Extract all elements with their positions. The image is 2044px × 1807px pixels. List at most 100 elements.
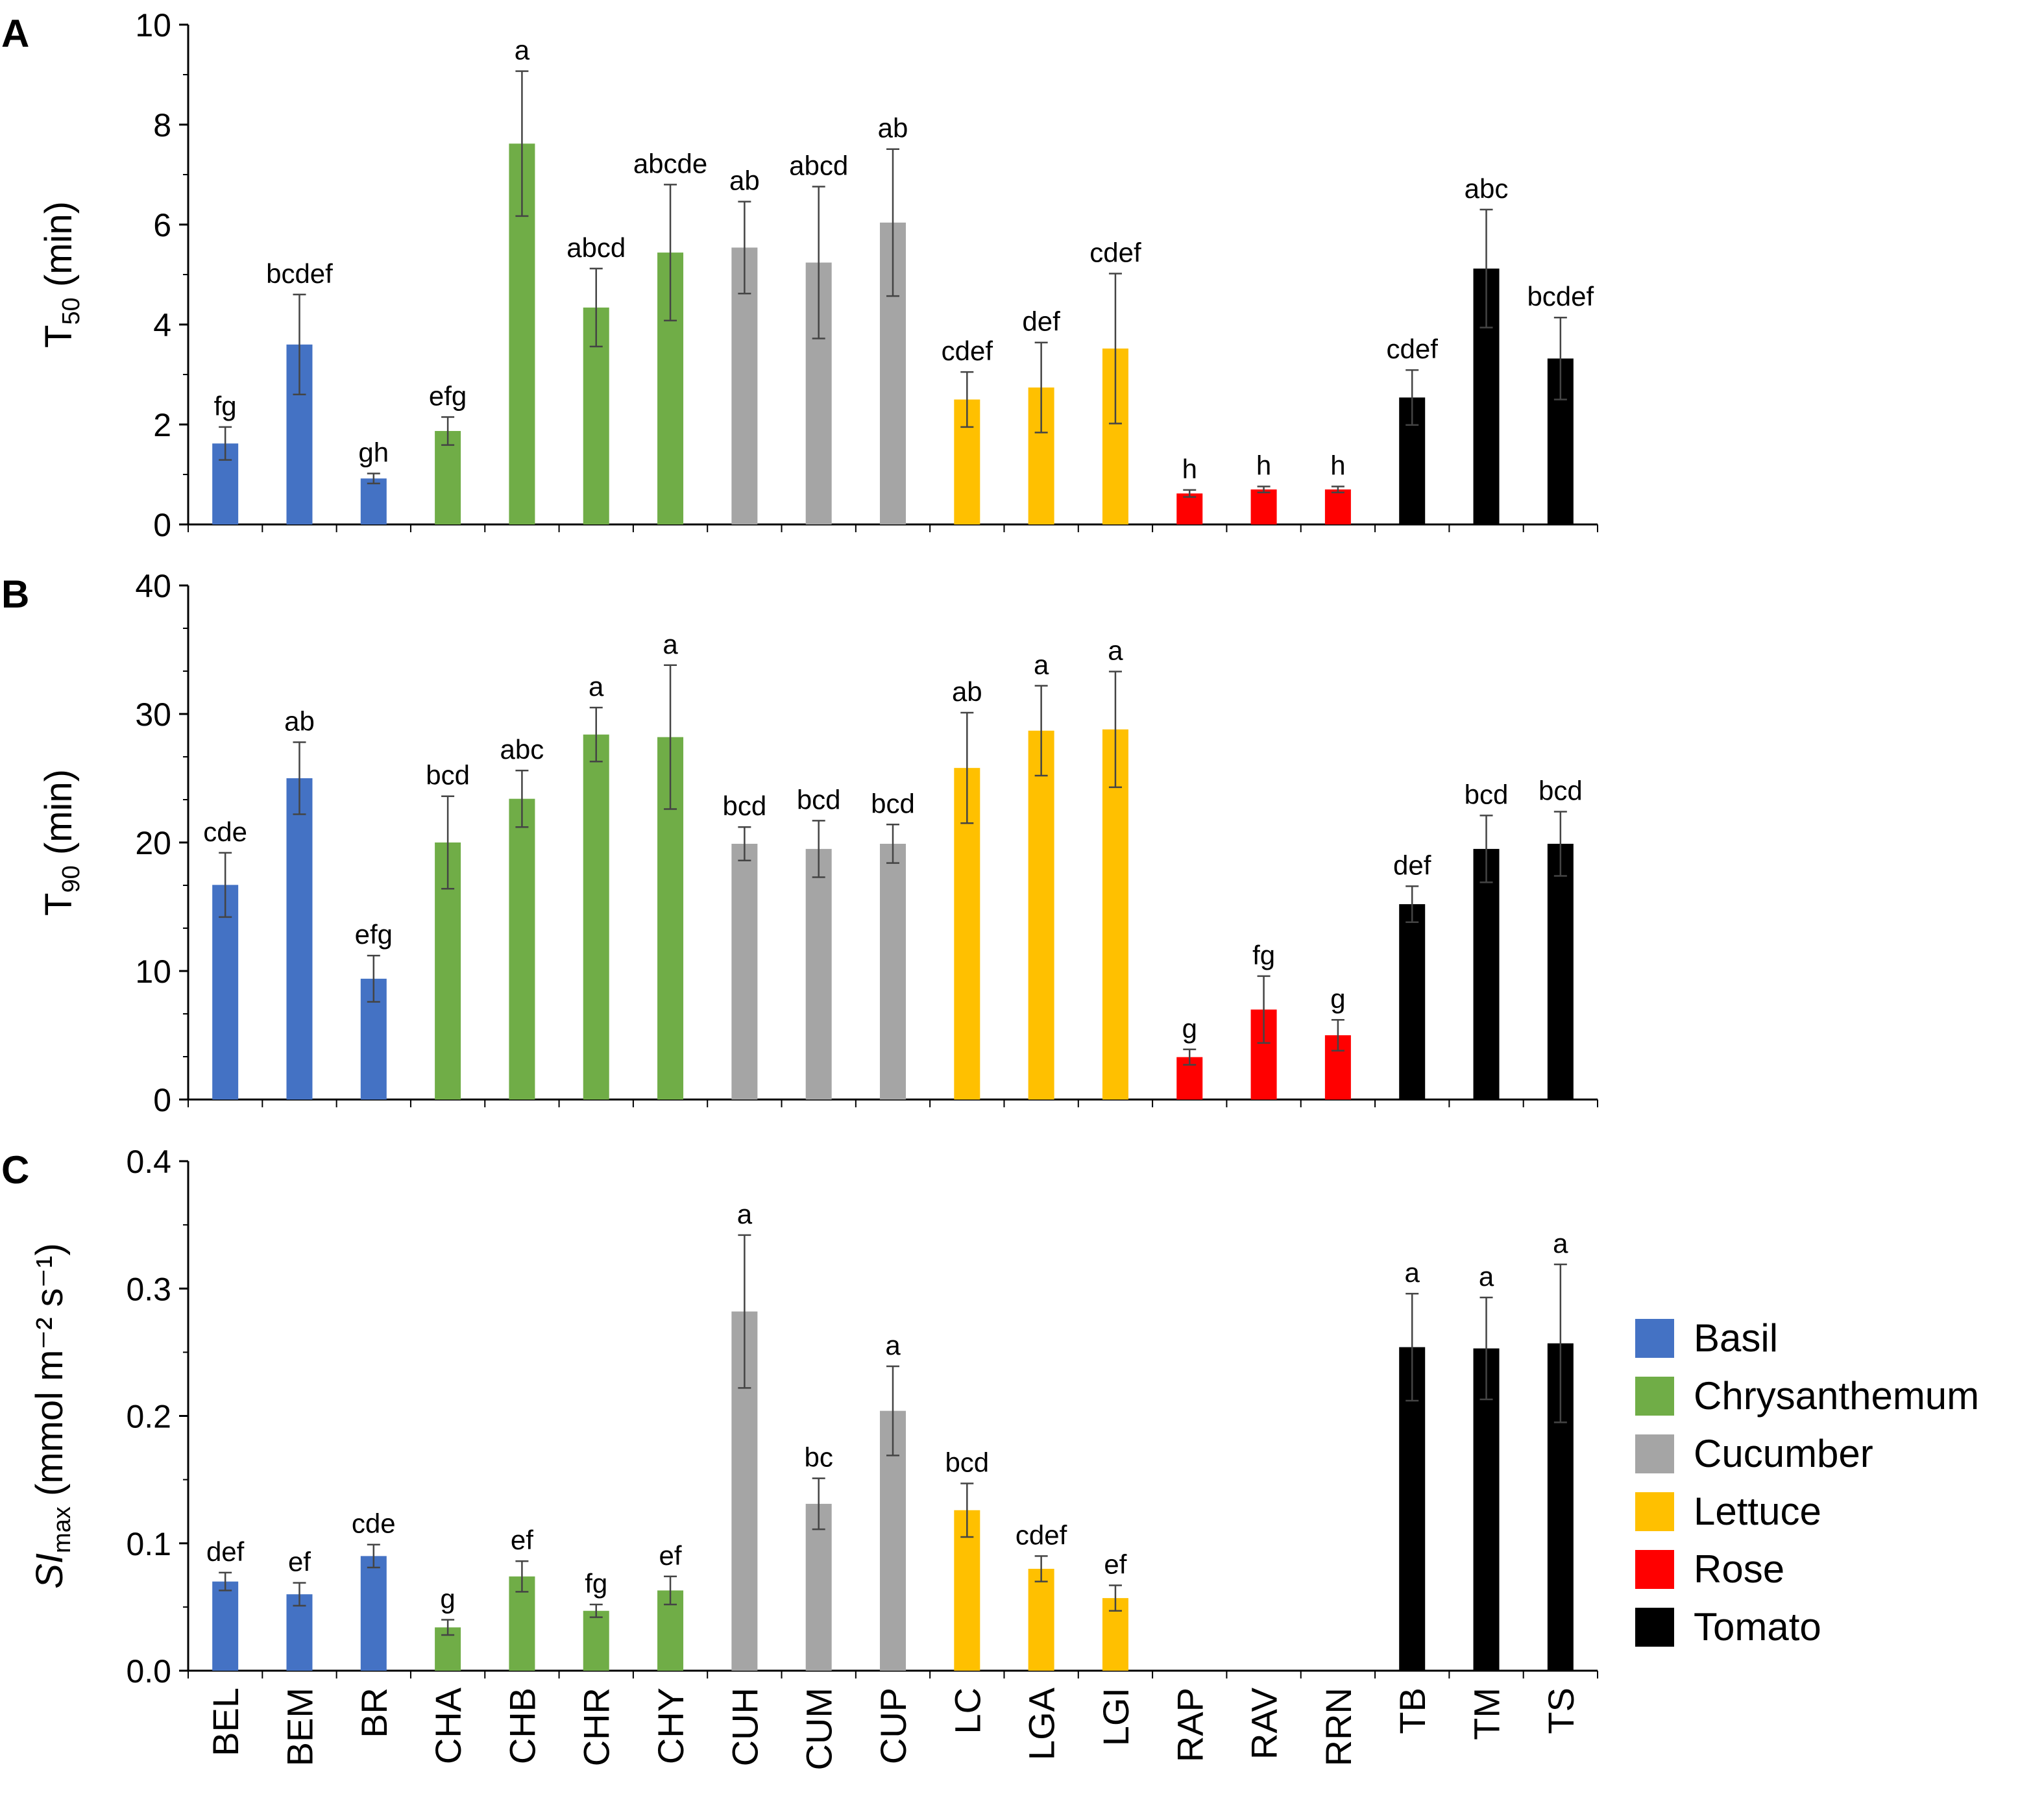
bar-cum: [805, 1503, 832, 1671]
significance-label: cdef: [1089, 237, 1141, 267]
category-label: LGI: [1095, 1688, 1136, 1746]
legend-swatch: [1635, 1550, 1674, 1589]
y-tick-label: 6: [153, 207, 171, 243]
significance-label: ef: [511, 1525, 533, 1555]
significance-label: bcdef: [1527, 281, 1594, 312]
y-axis-label-unit: (min): [38, 769, 80, 865]
y-axis-label-main: T: [38, 893, 80, 916]
y-axis-label: SImax (mmol m⁻² s⁻¹): [29, 1243, 76, 1589]
category-label: BEL: [205, 1688, 246, 1756]
bar-br: [360, 1556, 387, 1671]
significance-label: a: [1108, 635, 1123, 666]
category-axis: BEL BEM BR CHA CHB CHR CHY CUH CUM CUP LC LGA LGI RAP…: [205, 1687, 1581, 1770]
bar-br: [360, 478, 387, 524]
y-axis-label-subscript: max: [49, 1506, 76, 1553]
significance-label: fg: [1252, 940, 1275, 970]
legend-swatch: [1635, 1377, 1674, 1416]
bar-cum: [805, 848, 832, 1100]
y-tick-label: 4: [153, 307, 171, 343]
significance-label: def: [206, 1536, 245, 1567]
significance-label: efg: [355, 919, 393, 950]
legend-swatch: [1635, 1492, 1674, 1531]
category-label: RRN: [1318, 1688, 1359, 1766]
significance-label: a: [737, 1199, 753, 1229]
category-label: TM: [1466, 1688, 1507, 1740]
significance-label: a: [1034, 649, 1049, 680]
category-label: TS: [1540, 1688, 1581, 1734]
legend-label: Chrysanthemum: [1694, 1374, 1979, 1418]
panel-letter: A: [1, 12, 29, 55]
legend-swatch: [1635, 1434, 1674, 1473]
category-label: CHB: [502, 1688, 542, 1764]
significance-label: gh: [358, 437, 389, 467]
significance-label: bcdef: [266, 258, 333, 289]
significance-label: bcd: [723, 791, 767, 821]
significance-label: a: [1479, 1261, 1494, 1292]
significance-label: g: [1182, 1013, 1197, 1044]
category-label: LGA: [1021, 1687, 1062, 1760]
category-label: CUP: [873, 1688, 914, 1764]
category-label: CHY: [650, 1688, 691, 1764]
significance-label: cdef: [1387, 334, 1439, 364]
y-tick-label: 0.2: [126, 1399, 171, 1435]
bar-rap: [1176, 493, 1203, 524]
y-tick-label: 0.3: [126, 1271, 171, 1307]
significance-label: bcd: [1539, 775, 1583, 805]
significance-label: a: [1553, 1228, 1568, 1259]
bar-rav: [1250, 489, 1277, 524]
y-axis-label-subscript: 90: [58, 865, 85, 892]
y-tick-label: 0: [153, 1082, 171, 1118]
y-tick-label: 0.1: [126, 1526, 171, 1562]
significance-label: abcd: [789, 150, 848, 180]
bar-lga: [1028, 730, 1054, 1100]
significance-label: ef: [288, 1547, 311, 1577]
category-label: TB: [1392, 1688, 1433, 1734]
y-tick-label: 10: [135, 7, 171, 43]
significance-label: bcd: [1465, 779, 1509, 809]
bar-ts: [1547, 843, 1574, 1100]
significance-label: h: [1182, 454, 1197, 484]
panel-c: C 0.0 0.1 0.2 0.3 0.4 SImax (mmol m⁻² s⁻¹) def e…: [1, 1144, 1598, 1690]
significance-label: ab: [952, 676, 982, 707]
significance-label: bcd: [871, 788, 915, 818]
bar-chr: [583, 734, 609, 1100]
significance-label: cdef: [1016, 1519, 1067, 1550]
significance-label: g: [1330, 983, 1345, 1014]
y-axis-label: T90 (min): [38, 769, 85, 916]
legend-swatch: [1635, 1608, 1674, 1647]
significance-label: ef: [1104, 1549, 1126, 1580]
y-tick-label: 40: [135, 568, 171, 604]
legend-swatch: [1635, 1319, 1674, 1358]
bar-tm: [1473, 1348, 1500, 1671]
significance-label: efg: [429, 380, 467, 411]
significance-label: cde: [352, 1508, 396, 1539]
bar-cha: [435, 431, 461, 524]
y-tick-label: 30: [135, 696, 171, 733]
category-label: RAV: [1244, 1687, 1285, 1760]
y-axis-label-main: SI: [29, 1553, 71, 1589]
significance-label: abc: [500, 734, 544, 765]
bar-lgi: [1102, 729, 1128, 1100]
bar-tm: [1473, 848, 1500, 1100]
y-tick-label: 2: [153, 407, 171, 443]
significance-label: a: [663, 629, 678, 659]
category-label: LC: [947, 1688, 988, 1734]
legend-label: Tomato: [1694, 1605, 1821, 1649]
legend: Basil Chrysanthemum Cucumber Lettuce Rose Tom…: [1635, 1316, 1979, 1649]
category-label: RAP: [1169, 1688, 1210, 1762]
significance-label: a: [589, 671, 604, 702]
y-tick-label: 0.4: [126, 1144, 171, 1180]
legend-label: Rose: [1694, 1547, 1784, 1591]
significance-label: def: [1022, 306, 1060, 337]
significance-label: fg: [214, 391, 237, 421]
significance-label: bcd: [797, 784, 841, 815]
y-axis-label: T50 (min): [38, 201, 85, 348]
significance-label: bc: [805, 1442, 833, 1473]
legend-label: Basil: [1694, 1316, 1778, 1360]
significance-label: abc: [1465, 173, 1509, 204]
category-label: BR: [354, 1688, 395, 1738]
